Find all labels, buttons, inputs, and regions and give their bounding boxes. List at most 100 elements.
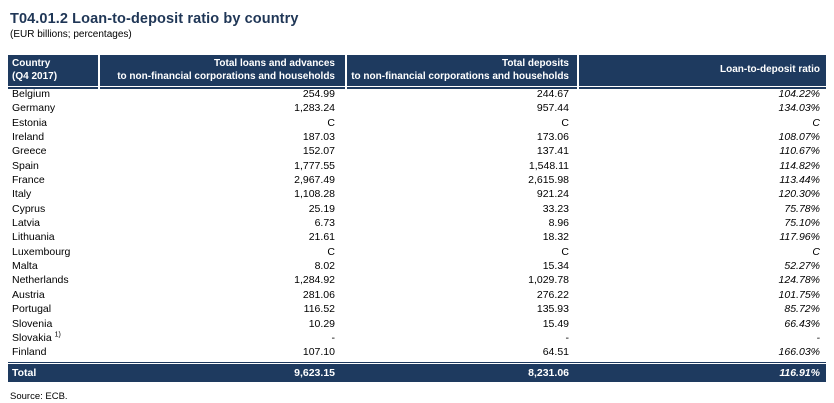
deposits-cell: 135.93 xyxy=(536,303,569,316)
country-cell: Netherlands xyxy=(12,274,69,287)
ratio-cell: - xyxy=(816,331,821,344)
column-header-deposits: Total deposits to non-financial corporat… xyxy=(347,55,577,87)
table-row: Slovakia 1) - - - xyxy=(8,331,826,345)
table-header-row: Country (Q4 2017) Total loans and advanc… xyxy=(8,55,826,87)
deposits-cell: C xyxy=(561,245,569,258)
table-row: Austria 281.06 276.22 101.75% xyxy=(8,288,826,302)
column-header-deposits-line1: Total deposits xyxy=(501,58,569,69)
loans-cell: 107.10 xyxy=(302,346,335,359)
loans-cell: 10.29 xyxy=(308,317,335,330)
loans-cell: 2,967.49 xyxy=(294,174,335,187)
table-row: Ireland 187.03 173.06 108.07% xyxy=(8,130,826,144)
country-cell: Italy xyxy=(12,188,32,201)
deposits-cell: 2,615.98 xyxy=(528,174,569,187)
country-cell: Slovenia xyxy=(12,317,53,330)
loans-cell: 152.07 xyxy=(302,145,335,158)
table-row: Luxembourg C C C xyxy=(8,245,826,259)
loans-cell: - xyxy=(331,331,336,344)
footnote-marker: 1) xyxy=(54,331,61,339)
loan-to-deposit-table: Country (Q4 2017) Total loans and advanc… xyxy=(8,55,826,382)
column-header-ratio-line1: Loan-to-deposit ratio xyxy=(720,64,820,76)
country-cell: Latvia xyxy=(12,217,41,230)
ratio-cell: 101.75% xyxy=(778,288,820,301)
deposits-cell: 64.51 xyxy=(542,346,569,359)
deposits-cell: 173.06 xyxy=(536,131,569,144)
table-row: Finland 107.10 64.51 166.03% xyxy=(8,345,826,359)
column-header-country-line2: (Q4 2017) xyxy=(12,70,58,82)
country-cell: Belgium xyxy=(12,88,50,100)
column-header-loans-line2: to non-financial corporations and househ… xyxy=(117,70,335,82)
table-row: France 2,967.49 2,615.98 113.44% xyxy=(8,173,826,187)
loans-cell: 1,777.55 xyxy=(294,159,335,172)
deposits-cell: 15.34 xyxy=(542,260,569,273)
deposits-cell: 921.24 xyxy=(536,188,569,201)
country-cell: Germany xyxy=(12,102,56,115)
table-row: Portugal 116.52 135.93 85.72% xyxy=(8,302,826,316)
loans-cell: 6.73 xyxy=(314,217,335,230)
country-cell: France xyxy=(12,174,45,187)
ratio-cell: 134.03% xyxy=(778,102,820,115)
ratio-cell: 75.10% xyxy=(784,217,820,230)
loans-cell: 1,108.28 xyxy=(294,188,335,201)
deposits-cell: C xyxy=(561,116,569,129)
ratio-cell: 66.43% xyxy=(784,317,820,330)
page-subtitle: (EUR billions; percentages) xyxy=(10,29,132,40)
loans-cell: C xyxy=(327,116,335,129)
column-header-country: Country (Q4 2017) xyxy=(8,55,98,87)
column-header-deposits-line2: to non-financial corporations and househ… xyxy=(351,70,569,82)
country-cell: Portugal xyxy=(12,303,52,316)
deposits-cell: 15.49 xyxy=(542,317,569,330)
loans-cell: 254.99 xyxy=(302,88,335,100)
table-row: Estonia C C C xyxy=(8,116,826,130)
country-cell: Austria xyxy=(12,288,45,301)
deposits-cell: 1,029.78 xyxy=(528,274,569,287)
ratio-cell: C xyxy=(812,116,820,129)
country-cell: Lithuania xyxy=(12,231,55,244)
ratio-cell: 108.07% xyxy=(778,131,820,144)
ratio-cell: 52.27% xyxy=(784,260,820,273)
table-row: Germany 1,283.24 957.44 134.03% xyxy=(8,101,826,115)
page-title: T04.01.2 Loan-to-deposit ratio by countr… xyxy=(10,11,299,27)
country-cell: Estonia xyxy=(12,116,48,129)
loans-cell: 116.52 xyxy=(303,303,335,316)
loans-cell: 1,284.92 xyxy=(294,274,335,287)
country-cell: Cyprus xyxy=(12,202,46,215)
country-cell: Slovakia 1) xyxy=(12,331,61,344)
ratio-cell: 114.82% xyxy=(779,159,820,172)
loans-cell: 187.03 xyxy=(302,131,335,144)
country-cell: Finland xyxy=(12,346,47,359)
table-row: Belgium 254.99 244.67 104.22% xyxy=(8,87,826,101)
table-row: Slovenia 10.29 15.49 66.43% xyxy=(8,317,826,331)
deposits-cell: 1,548.11 xyxy=(528,159,569,172)
table-row: Greece 152.07 137.41 110.67% xyxy=(8,144,826,158)
table-body: Belgium 254.99 244.67 104.22% Germany 1,283.2… xyxy=(8,87,826,360)
ratio-cell: 117.96% xyxy=(779,231,820,244)
loans-cell: 25.19 xyxy=(308,202,335,215)
loans-cell: C xyxy=(327,245,335,258)
total-row-top-border xyxy=(8,361,826,363)
ratio-cell: 113.44% xyxy=(779,174,820,187)
table-row: Spain 1,777.55 1,548.11 114.82% xyxy=(8,159,826,173)
country-cell: Malta xyxy=(12,260,38,273)
ratio-cell: 124.78% xyxy=(778,274,820,287)
ratio-cell: 166.03% xyxy=(778,346,820,359)
ratio-cell: 75.78% xyxy=(784,202,820,215)
column-header-country-line1: Country xyxy=(12,58,51,69)
table-row: Netherlands 1,284.92 1,029.78 124.78% xyxy=(8,273,826,287)
total-loans-value: 9,623.15 xyxy=(294,366,335,379)
country-cell: Spain xyxy=(12,159,39,172)
total-label: Total xyxy=(12,366,37,379)
deposits-cell: - xyxy=(565,331,570,344)
deposits-cell: 137.41 xyxy=(536,145,569,158)
table-row: Malta 8.02 15.34 52.27% xyxy=(8,259,826,273)
deposits-cell: 957.44 xyxy=(536,102,569,115)
ratio-cell: 120.30% xyxy=(778,188,820,201)
column-header-ratio: Loan-to-deposit ratio xyxy=(579,55,826,87)
ratio-cell: 110.67% xyxy=(779,145,820,158)
deposits-cell: 244.67 xyxy=(536,88,569,100)
country-cell: Greece xyxy=(12,145,47,158)
country-cell: Ireland xyxy=(12,131,45,144)
ratio-cell: C xyxy=(812,245,820,258)
loans-cell: 281.06 xyxy=(302,288,335,301)
